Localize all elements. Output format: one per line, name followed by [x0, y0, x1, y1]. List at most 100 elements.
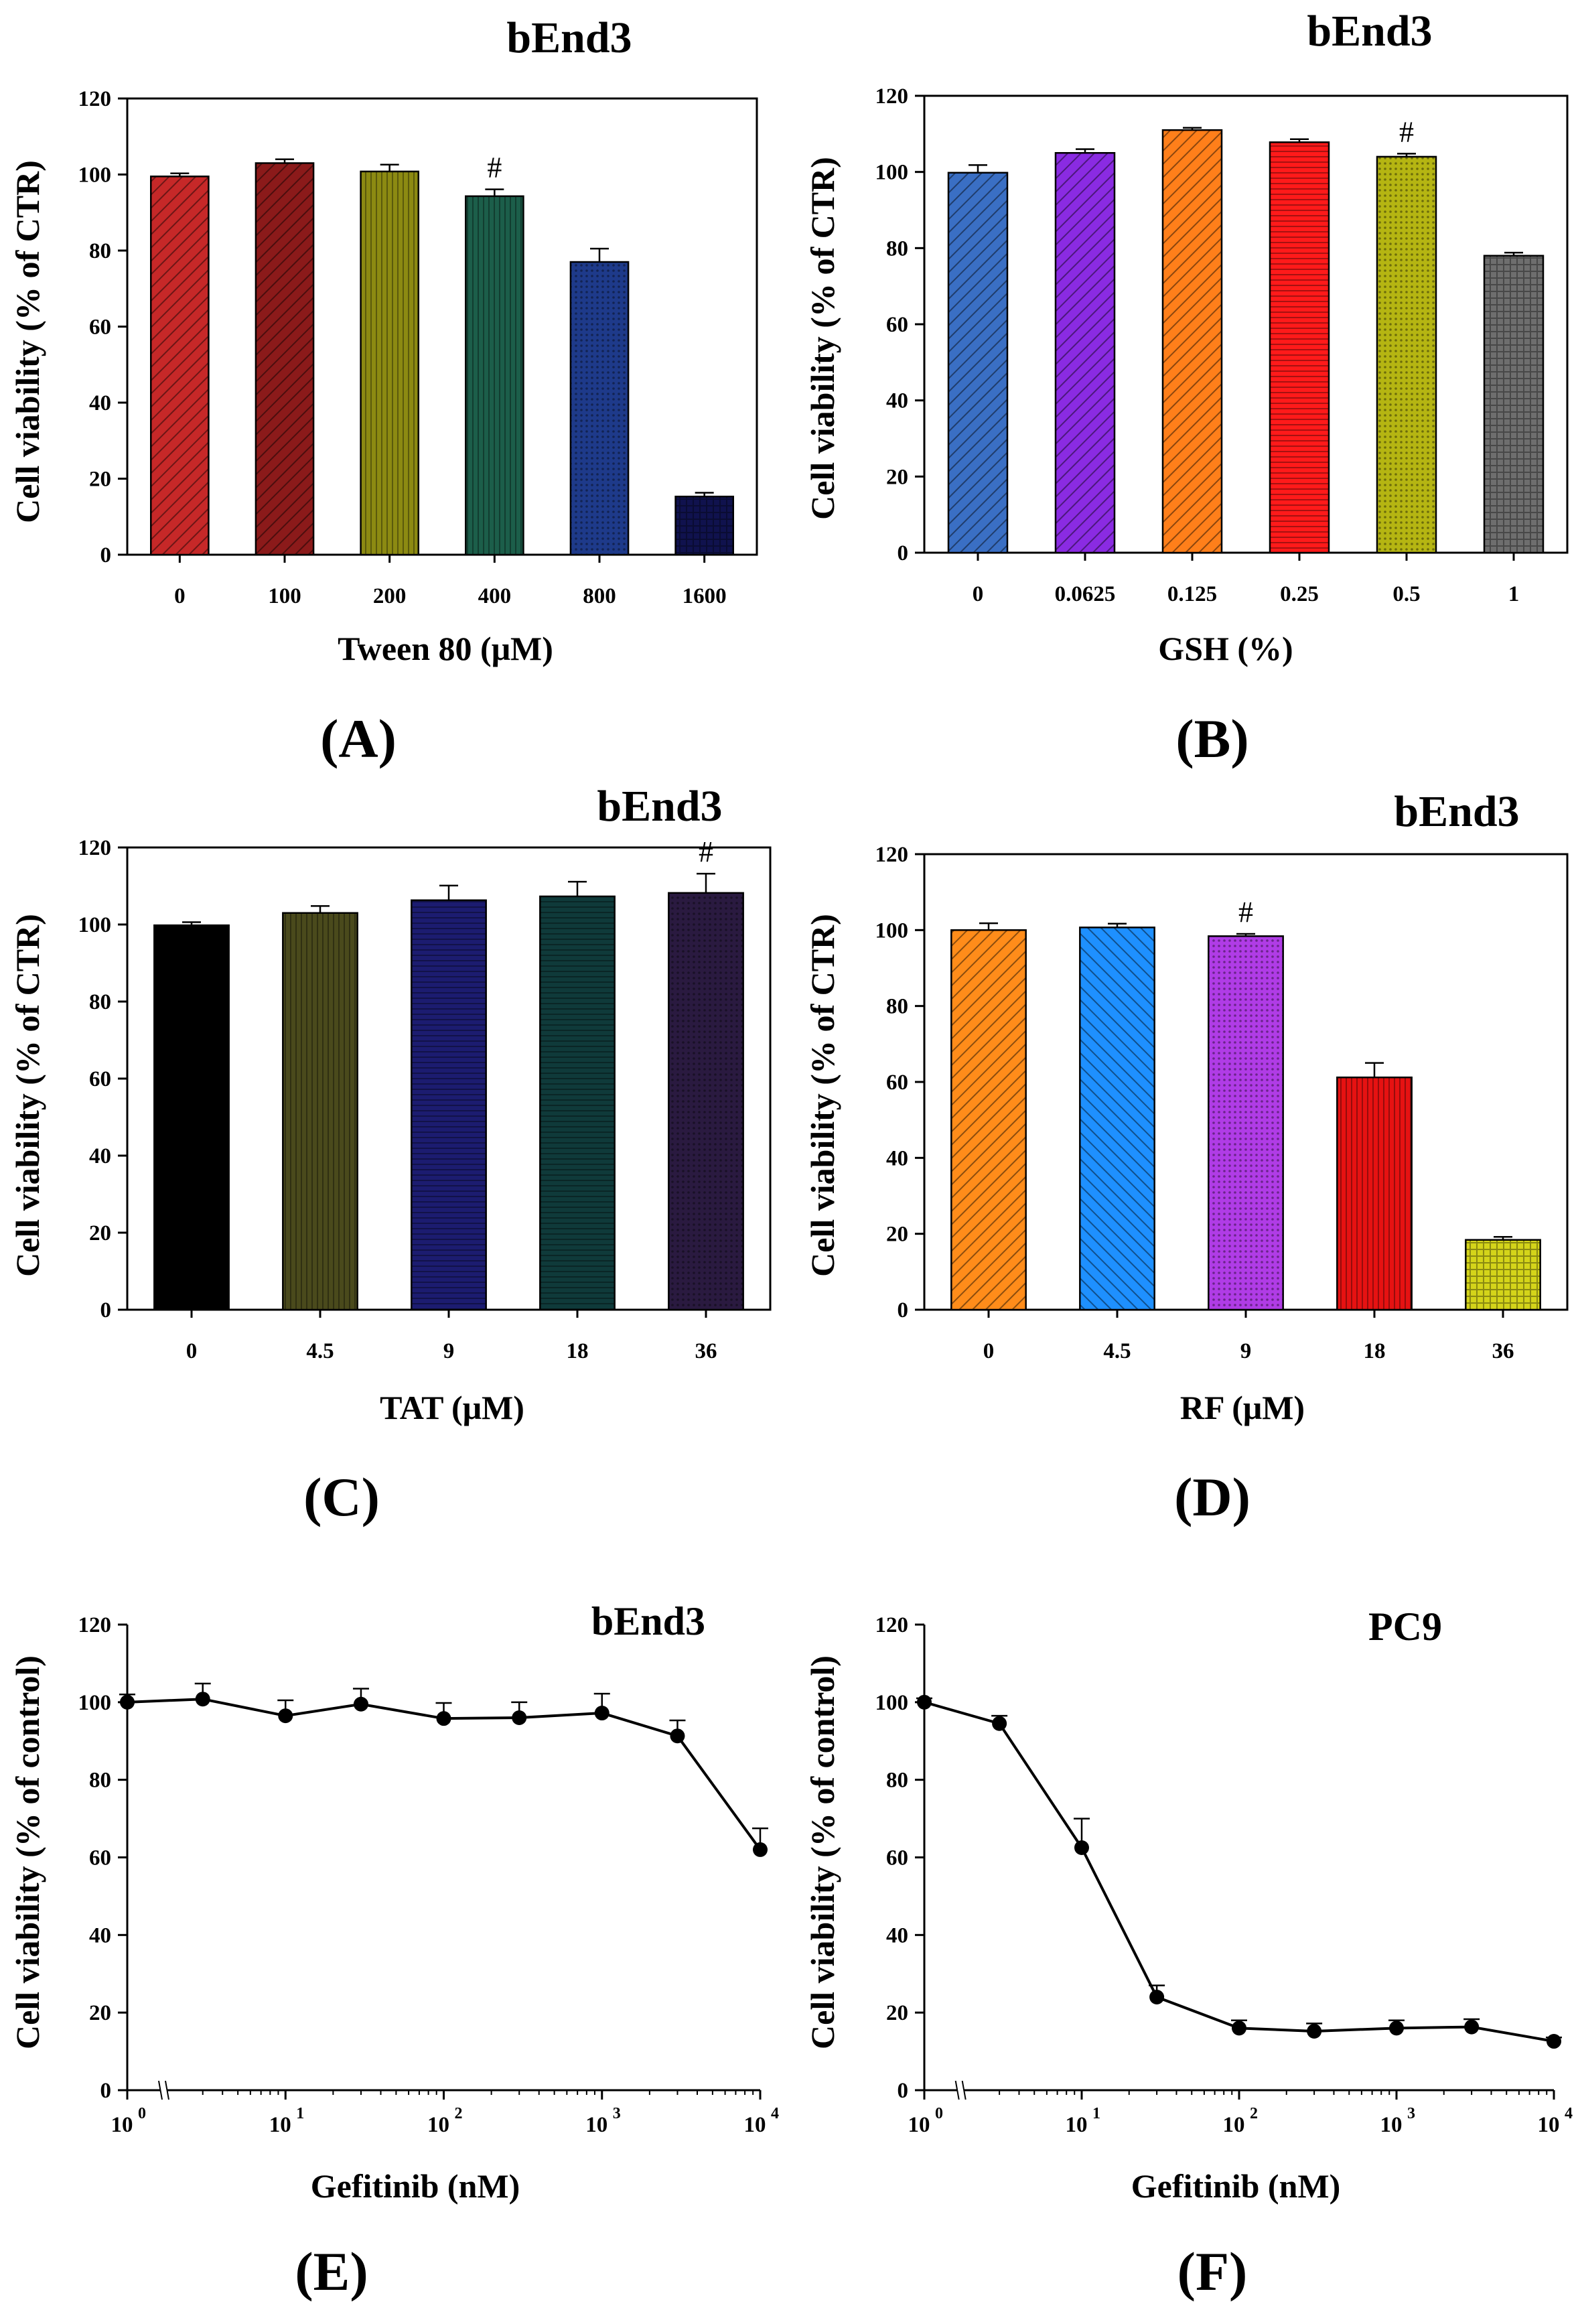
panel-b-xtick-label: 0	[973, 582, 984, 606]
panel-b-label: (B)	[1175, 708, 1248, 769]
panel-f-series-line	[924, 1700, 1555, 2043]
panel-c-bar-pattern	[411, 900, 486, 1310]
panel-a-bar-pattern	[675, 496, 733, 555]
panel-e-data-point	[753, 1842, 768, 1857]
panel-b-bar-pattern	[1163, 130, 1222, 553]
panel-e-ytick-label: 60	[89, 1846, 111, 1870]
panel-f-ytick-label: 80	[886, 1769, 908, 1793]
panel-a-label: (A)	[320, 708, 397, 769]
panel-f-xtick-label: 10	[1066, 2113, 1088, 2137]
panel-c-bar-pattern	[283, 912, 358, 1310]
panel-a-xtick-label: 200	[373, 584, 407, 608]
panel-f-ytick-label: 60	[886, 1846, 908, 1870]
panel-f-data-point	[1307, 2023, 1322, 2039]
panel-f-data-point	[1464, 2019, 1480, 2035]
panel-b-ytick-label: 60	[886, 313, 908, 337]
panel-a-bar-pattern	[465, 196, 524, 555]
panel-f-xtick-exponent: 3	[1407, 2105, 1415, 2122]
panel-f-ytick-label: 0	[898, 2079, 909, 2103]
panel-b: bEnd3 0 20 40 60 80 100 120 0 0.0625 0.125 0.25 0.5…	[804, 7, 1569, 769]
panel-f-xtick-exponent: 1	[1092, 2105, 1100, 2122]
panel-f-data-point	[1389, 2021, 1404, 2036]
panel-b-xtick-label: 0.25	[1280, 582, 1319, 606]
panel-b-xlabel: GSH (%)	[1158, 630, 1293, 667]
panel-a-frame	[126, 97, 758, 556]
panel-b-xtick-label: 0.0625	[1055, 582, 1116, 606]
panel-d-ytick-label: 0	[898, 1298, 909, 1322]
panel-f-data-point	[1547, 2034, 1561, 2049]
panel-d-bar-pattern	[951, 930, 1026, 1310]
panel-e-xtick-exponent: 3	[613, 2105, 621, 2122]
panel-b-bar-pattern	[1484, 255, 1543, 553]
panel-c-xtick-label: 0	[186, 1339, 198, 1363]
panel-c-ytick-label: 120	[78, 836, 112, 860]
panel-e-ytick-label: 20	[89, 2001, 111, 2025]
panel-d-bar-pattern	[1465, 1239, 1541, 1310]
panel-e-xtick-exponent: 1	[296, 2105, 304, 2122]
panel-e-ytick-label: 40	[89, 1923, 111, 1947]
panel-b-bar-pattern	[1056, 153, 1115, 553]
panel-d-ytick-label: 20	[886, 1223, 908, 1247]
panel-d-xlabel: RF (μM)	[1180, 1389, 1305, 1426]
panel-f-ytick-label: 100	[875, 1691, 909, 1715]
panel-b-ytick-label: 80	[886, 236, 908, 261]
panel-e-data-point	[120, 1694, 135, 1710]
panel-e-xtick-exponent: 4	[771, 2105, 779, 2122]
panel-b-ytick-label: 20	[886, 465, 908, 489]
panel-f-title: PC9	[1368, 1604, 1442, 1649]
panel-b-ylabel: Cell viability (% of CTR)	[804, 157, 841, 520]
panel-f-ytick-label: 120	[875, 1613, 909, 1637]
panel-f-ylabel: Cell viability (% of control)	[804, 1655, 841, 2049]
panel-b-xtick-label: 0.125	[1167, 582, 1217, 606]
panel-e-ytick-label: 100	[78, 1691, 112, 1715]
panel-e-xtick-label: 10	[427, 2113, 449, 2137]
panel-a-plot: 0 20 40 60 80 100 120 0 100 200 400 #800 1600	[78, 87, 758, 608]
panel-d-ytick-label: 40	[886, 1146, 908, 1170]
panel-d-significance-mark: #	[1238, 896, 1253, 929]
panel-e-xtick-exponent: 0	[138, 2105, 146, 2122]
panel-c-bar-pattern	[540, 896, 615, 1310]
panel-b-ytick-label: 100	[875, 161, 909, 185]
panel-c-xlabel: TAT (μM)	[380, 1389, 524, 1426]
panel-b-ytick-label: 120	[875, 84, 909, 109]
panel-a-bar-pattern	[255, 163, 314, 555]
panel-a-ytick-label: 60	[89, 316, 111, 340]
panel-e-xtick-label: 10	[744, 2113, 766, 2137]
panel-a-xtick-label: 100	[268, 584, 301, 608]
panel-d-title: bEnd3	[1394, 787, 1519, 836]
panel-e-data-point	[353, 1696, 368, 1712]
panel-c-bar-pattern	[668, 892, 743, 1310]
panel-a-ytick-label: 120	[78, 87, 112, 111]
panel-d-bar-pattern	[1337, 1077, 1412, 1310]
panel-b-significance-mark: #	[1399, 115, 1414, 148]
panel-d-ylabel: Cell viability (% of CTR)	[804, 914, 841, 1277]
panel-d-label: (D)	[1174, 1466, 1250, 1527]
panel-f-xtick-exponent: 4	[1565, 2105, 1573, 2122]
panel-d-ytick-label: 80	[886, 995, 908, 1019]
panel-a-bar-pattern	[151, 176, 209, 555]
panel-b-bar-pattern	[1377, 156, 1436, 553]
panel-a-ytick-label: 20	[89, 468, 111, 492]
panel-c-plot: 0 20 40 60 80 100 120 0 4.5 9 18 36 #	[78, 835, 772, 1363]
panel-a-bar-pattern	[570, 262, 629, 555]
panel-a-xtick-label: 0	[174, 584, 186, 608]
panel-e-data-point	[436, 1711, 451, 1726]
panel-c-significance-mark: #	[699, 835, 713, 868]
panel-a-xlabel: Tween 80 (μM)	[338, 630, 553, 667]
panel-a-ytick-label: 40	[89, 391, 111, 415]
panel-e-data-point	[670, 1728, 685, 1744]
panel-c-ytick-label: 80	[89, 990, 111, 1014]
panel-e-data-point	[512, 1710, 527, 1725]
panel-c-bar-pattern	[154, 925, 229, 1310]
panel-b-xtick-label: 0.5	[1392, 582, 1420, 606]
panel-d-xtick-label: 18	[1364, 1339, 1386, 1363]
panel-c-ytick-label: 20	[89, 1221, 111, 1245]
panel-f-data-point	[917, 1694, 932, 1710]
panel-f-ytick-label: 40	[886, 1923, 908, 1947]
panel-c-ylabel: Cell viability (% of CTR)	[9, 914, 46, 1277]
